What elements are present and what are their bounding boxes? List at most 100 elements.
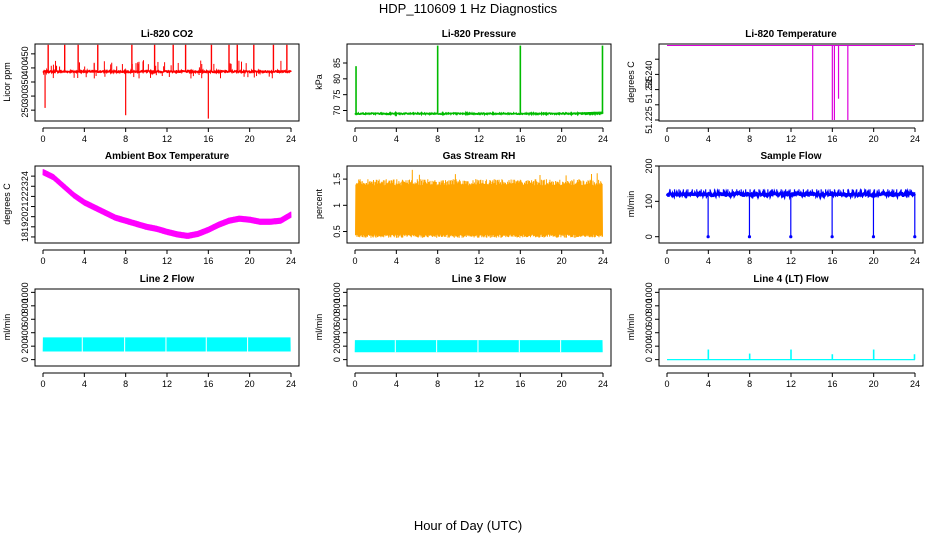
x-tick-label: 24 (286, 134, 296, 144)
y-tick-label: 1000 (644, 282, 654, 302)
x-tick-label: 0 (664, 379, 669, 389)
y-tick-label: 51.240 (644, 61, 654, 89)
x-tick-label: 16 (515, 256, 525, 266)
plot-frame (34, 288, 300, 367)
x-tick-label: 12 (474, 256, 484, 266)
x-tick-label: 24 (286, 256, 296, 266)
data-series (42, 337, 291, 352)
x-tick-label: 20 (869, 256, 879, 266)
y-tick-label: 51.235 (644, 76, 654, 104)
panel-li-820-temperature: Li-820 Temperature 0 4 8 12 16 20 24 51.225 51.23… (626, 29, 924, 144)
x-tick-label: 8 (747, 256, 752, 266)
x-tick-label: 4 (394, 256, 399, 266)
y-tick-label: 100 (644, 194, 654, 209)
panel-title: Sample Flow (760, 151, 821, 162)
panel-gas-stream-rh: Gas Stream RH 0 4 8 12 16 20 24 0.5 1 1.5 percent (314, 151, 612, 266)
y-tick-label: 800 (644, 298, 654, 313)
y-tick-label: 1 (332, 203, 342, 208)
y-tick-label: 1.5 (332, 173, 342, 186)
x-tick-label: 4 (82, 379, 87, 389)
x-tick-label: 12 (474, 379, 484, 389)
series-line (42, 169, 292, 239)
x-tick-label: 8 (747, 379, 752, 389)
y-tick-label: 300 (20, 89, 30, 104)
x-tick-label: 16 (827, 379, 837, 389)
y-tick-label: 23 (20, 181, 30, 191)
y-axis-title: degrees C (2, 183, 12, 225)
series-line (355, 169, 603, 238)
x-tick-label: 16 (515, 379, 525, 389)
x-tick-label: 0 (40, 379, 45, 389)
drift-line (561, 111, 603, 115)
dip-point (789, 235, 793, 239)
x-tick-label: 8 (123, 256, 128, 266)
x-tick-label: 20 (245, 134, 255, 144)
panel-title: Li-820 CO2 (141, 29, 194, 40)
y-tick-label: 250 (20, 103, 30, 118)
x-tick-label: 16 (203, 379, 213, 389)
y-tick-label: 0 (332, 357, 342, 362)
x-tick-label: 24 (910, 379, 920, 389)
x-tick-label: 4 (706, 134, 711, 144)
y-tick-label: 400 (332, 325, 342, 340)
data-series (665, 187, 917, 239)
x-axis-title: Hour of Day (UTC) (413, 518, 523, 533)
y-tick-label: 0 (644, 357, 654, 362)
y-tick-label: 350 (20, 74, 30, 89)
x-tick-label: 8 (435, 256, 440, 266)
data-series (355, 169, 603, 238)
y-tick-label: 200 (644, 158, 654, 173)
y-tick-label: 600 (20, 312, 30, 327)
series-line (665, 187, 916, 201)
y-tick-label: 24 (20, 171, 30, 181)
y-axis-title: percent (314, 188, 324, 219)
x-tick-label: 4 (82, 134, 87, 144)
x-tick-label: 20 (869, 379, 879, 389)
x-tick-label: 0 (352, 379, 357, 389)
series-line (42, 67, 292, 76)
series-line (354, 110, 604, 117)
plot-frame (346, 43, 612, 122)
x-tick-label: 16 (515, 134, 525, 144)
x-tick-label: 8 (435, 134, 440, 144)
data-series (667, 349, 916, 361)
y-tick-label: 450 (20, 46, 30, 61)
panel-title: Li-820 Temperature (745, 29, 837, 40)
panel-title: Line 2 Flow (140, 274, 195, 285)
y-tick-label: 0 (644, 234, 654, 239)
data-series (42, 169, 292, 239)
y-tick-label: 20 (20, 212, 30, 222)
y-tick-label: 800 (20, 298, 30, 313)
y-tick-label: 400 (644, 325, 654, 340)
y-tick-label: 400 (20, 325, 30, 340)
x-tick-label: 16 (827, 256, 837, 266)
x-tick-label: 4 (394, 134, 399, 144)
y-tick-label: 1000 (332, 282, 342, 302)
x-tick-label: 8 (123, 379, 128, 389)
x-tick-label: 20 (245, 379, 255, 389)
data-series (354, 45, 604, 117)
y-tick-label: 19 (20, 222, 30, 232)
x-tick-label: 8 (747, 134, 752, 144)
y-tick-label: 0 (20, 357, 30, 362)
y-tick-label: 600 (332, 312, 342, 327)
x-tick-label: 24 (598, 256, 608, 266)
dip-point (830, 235, 834, 239)
x-tick-label: 0 (40, 134, 45, 144)
y-tick-label: 22 (20, 191, 30, 201)
x-tick-label: 16 (203, 256, 213, 266)
panel-title: Ambient Box Temperature (105, 151, 230, 162)
y-tick-label: 18 (20, 232, 30, 242)
x-tick-label: 12 (786, 379, 796, 389)
plot-frame (34, 43, 300, 122)
panel-line-4-lt-flow: Line 4 (LT) Flow 0 4 8 12 16 20 24 0 200400600800… (626, 274, 924, 389)
x-tick-label: 0 (664, 134, 669, 144)
panel-li-820-pressure: Li-820 Pressure 0 4 8 12 16 20 24 70 75 80 85 kPa (314, 29, 612, 144)
x-tick-label: 4 (394, 379, 399, 389)
x-tick-label: 4 (82, 256, 87, 266)
dip-point (913, 235, 917, 239)
x-tick-label: 12 (162, 134, 172, 144)
y-tick-label: 21 (20, 202, 30, 212)
